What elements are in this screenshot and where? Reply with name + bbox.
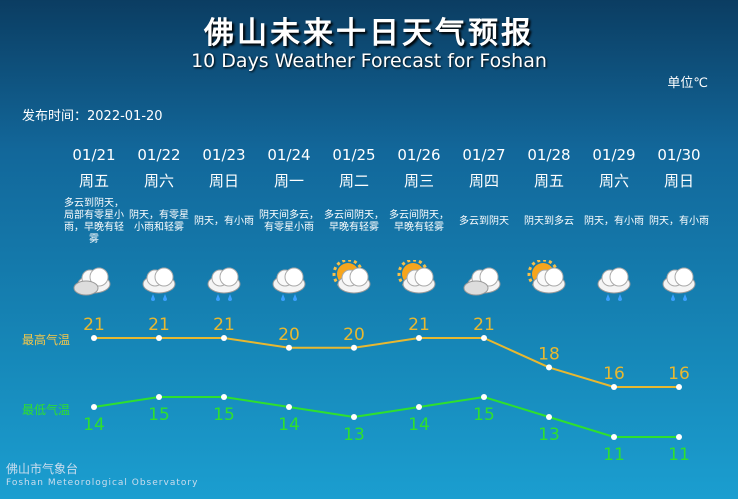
day-description: 阴天，有零星小雨和轻雾 (129, 210, 189, 233)
sun-cloud-weather-icon (321, 258, 387, 304)
high-temp-point (221, 335, 227, 341)
high-temp-point (156, 335, 162, 341)
low-temp-label: 最低气温 (22, 403, 71, 417)
day-description: 阴天到多云 (524, 216, 574, 227)
day-date: 01/27 (462, 146, 506, 164)
day-date: 01/23 (202, 146, 246, 164)
high-temp-value: 18 (538, 344, 560, 364)
page-subtitle: 10 Days Weather Forecast for Foshan (191, 50, 547, 72)
high-temp-line (94, 337, 679, 388)
high-temp-value: 21 (148, 315, 170, 335)
low-temp-point (156, 394, 162, 400)
low-temp-point (221, 394, 227, 400)
day-weekday: 周四 (468, 172, 499, 190)
low-temp-value: 13 (538, 425, 560, 445)
high-temp-value: 20 (278, 325, 300, 345)
day-date: 01/22 (137, 146, 181, 164)
low-temp-value: 14 (408, 415, 430, 435)
day-weekday: 周二 (338, 172, 369, 190)
low-temp-value: 14 (278, 415, 300, 435)
day-weekday: 周六 (143, 172, 174, 190)
low-temp-value: 15 (213, 405, 235, 425)
rain-weather-icon (646, 260, 712, 304)
day-description: 多云间阴天，早晚有轻雾 (324, 210, 384, 233)
high-temp-point (416, 335, 422, 341)
low-temp-point (416, 404, 422, 410)
sun-cloud-weather-icon (516, 258, 582, 304)
high-temp-point (546, 364, 552, 371)
footer-en: Foshan Meteorological Observatory (6, 478, 199, 488)
low-temp-point (481, 394, 487, 400)
low-temp-value: 13 (343, 425, 365, 445)
high-temp-label: 最高气温 (22, 333, 71, 347)
low-temp-point (611, 434, 617, 440)
day-description: 阴天，有小雨 (194, 216, 254, 227)
day-description: 多云到阴天 (459, 216, 509, 227)
high-temp-point (481, 335, 487, 341)
day-weekday: 周五 (533, 172, 564, 190)
high-temp-value: 21 (473, 315, 495, 335)
low-temp-value: 11 (603, 445, 625, 465)
rain-weather-icon (581, 260, 647, 304)
day-date: 01/21 (72, 146, 116, 164)
day-date: 01/24 (267, 146, 311, 164)
high-temp-point (351, 344, 357, 351)
low-temp-point (546, 414, 552, 420)
day-weekday: 周三 (403, 172, 434, 190)
day-date: 01/29 (592, 146, 636, 164)
low-temp-point (351, 414, 357, 420)
high-temp-value: 21 (213, 315, 235, 335)
day-date: 01/26 (397, 146, 441, 164)
footer-cn: 佛山市气象台 (6, 462, 79, 476)
unit-label: 单位℃ (667, 76, 708, 91)
low-temp-line (93, 395, 679, 438)
rain-weather-icon (256, 260, 322, 304)
high-temp-value: 16 (668, 364, 690, 384)
day-date: 01/28 (527, 146, 571, 164)
low-temp-value: 14 (83, 415, 105, 435)
low-temp-value: 15 (473, 405, 495, 425)
day-description: 多云间阴天，早晚有轻雾 (389, 210, 449, 233)
page-title: 佛山未来十日天气预报 (204, 16, 534, 51)
high-temp-point (286, 344, 292, 351)
high-temp-value: 16 (603, 364, 625, 384)
low-temp-value: 11 (668, 445, 690, 465)
rain-weather-icon (126, 260, 192, 304)
day-date: 01/25 (332, 146, 376, 164)
low-temp-point (676, 434, 682, 440)
day-weekday: 周六 (598, 172, 629, 190)
high-temp-point (611, 384, 617, 390)
day-description: 多云到阴天，局部有零星小雨，早晚有轻雾 (64, 198, 124, 245)
low-temp-point (286, 404, 292, 410)
day-weekday: 周日 (208, 172, 239, 190)
publish-time: 发布时间：2022-01-20 (22, 109, 163, 124)
high-temp-value: 21 (83, 315, 105, 335)
day-description: 阴天，有小雨 (584, 216, 644, 227)
high-temp-point (91, 335, 97, 341)
sun-cloud-weather-icon (386, 258, 452, 304)
high-temp-point (676, 384, 682, 390)
cloudy-weather-icon (61, 260, 127, 304)
rain-weather-icon (191, 260, 257, 304)
high-temp-value: 20 (343, 325, 365, 345)
low-temp-value: 15 (148, 405, 170, 425)
day-date: 01/30 (657, 146, 701, 164)
cloudy-weather-icon (451, 260, 517, 304)
high-temp-value: 21 (408, 315, 430, 335)
day-weekday: 周一 (273, 172, 304, 190)
day-description: 阴天间多云，有零星小雨 (259, 210, 319, 233)
day-weekday: 周日 (663, 172, 694, 190)
day-weekday: 周五 (78, 172, 109, 190)
day-description: 阴天，有小雨 (649, 216, 709, 227)
low-temp-point (91, 404, 97, 410)
